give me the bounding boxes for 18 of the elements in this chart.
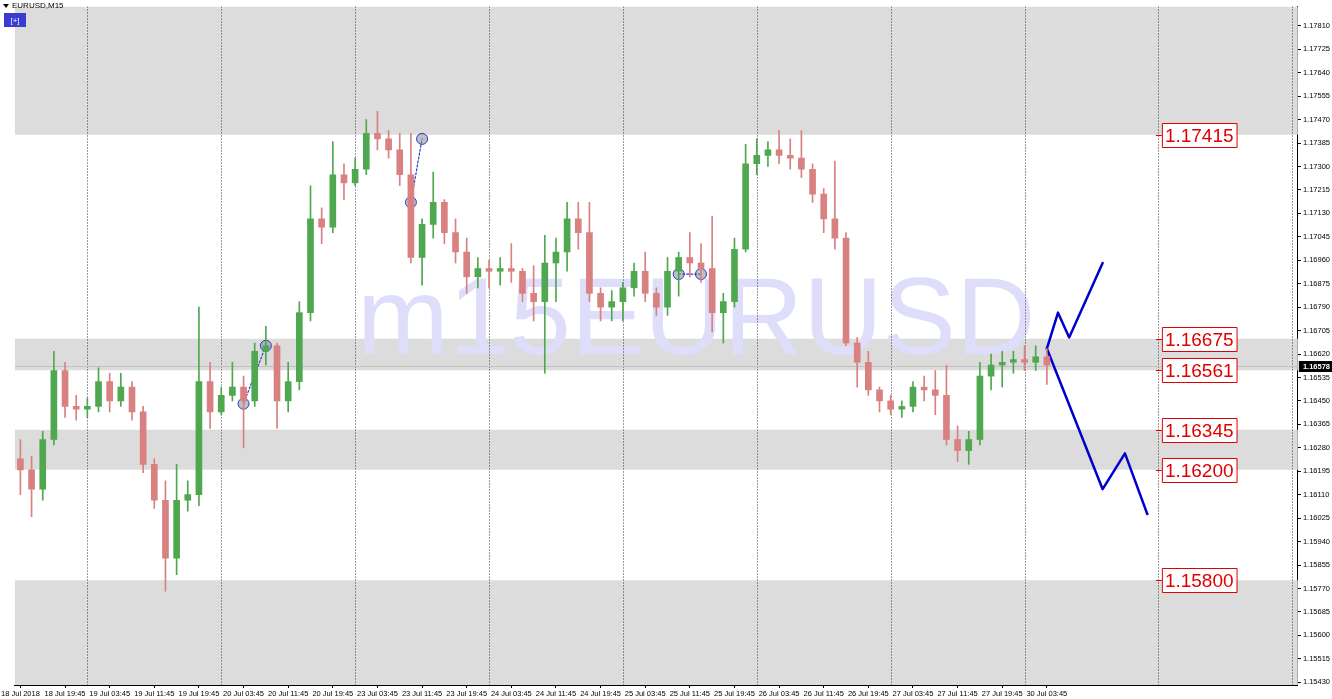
- ref-line-label: 1.16345: [1164, 419, 1234, 441]
- candlestick: [262, 326, 270, 366]
- candlestick: [786, 138, 794, 170]
- ref-line-label: 1.16675: [1164, 328, 1234, 350]
- candlestick: [72, 395, 80, 421]
- candlestick: [184, 480, 192, 512]
- candlestick: [1043, 348, 1051, 385]
- ref-line-label: 1.16561: [1164, 359, 1234, 381]
- point: [416, 132, 429, 145]
- candlestick: [898, 400, 906, 418]
- ref-line-label: 1.17415: [1164, 124, 1234, 146]
- chart-title: EURUSD,M15: [12, 1, 65, 11]
- candlestick: [340, 163, 348, 200]
- candlestick: [831, 160, 839, 250]
- ref-line-label: 1.16200: [1164, 459, 1234, 481]
- candlestick: [931, 370, 939, 416]
- annotation: [+]: [10, 15, 20, 25]
- ref-line-label: 1.15800: [1164, 569, 1234, 591]
